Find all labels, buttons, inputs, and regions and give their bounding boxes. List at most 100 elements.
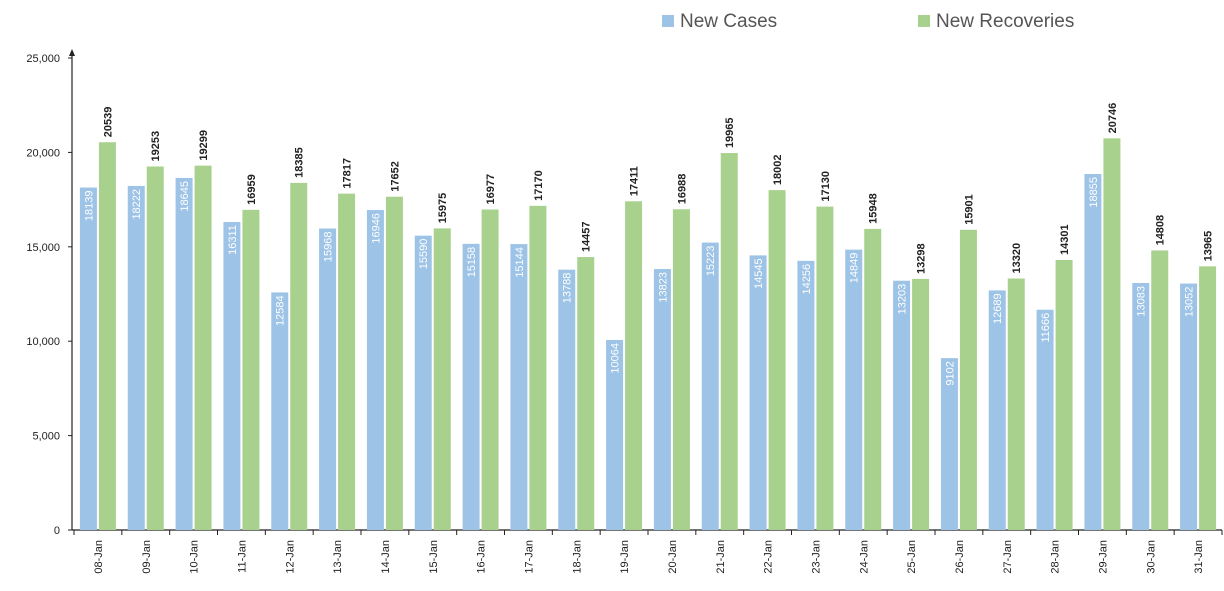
data-label: 16946	[370, 213, 382, 244]
x-tick-label: 12-Jan	[284, 540, 296, 574]
bar	[1055, 259, 1073, 530]
data-label: 16959	[246, 174, 258, 205]
data-label: 18139	[83, 191, 95, 222]
x-tick-label: 10-Jan	[189, 540, 201, 574]
bar	[749, 255, 767, 531]
data-label: 15158	[466, 247, 478, 278]
legend-swatch	[662, 15, 674, 27]
bar	[127, 185, 145, 531]
x-tick-label: 23-Jan	[810, 540, 822, 574]
x-tick-label: 20-Jan	[667, 540, 679, 574]
x-tick-label: 08-Jan	[93, 540, 105, 574]
data-label: 20539	[102, 107, 114, 138]
bar	[1180, 283, 1198, 530]
bar	[912, 278, 930, 530]
data-label: 14808	[1155, 215, 1167, 246]
data-label: 19965	[724, 117, 736, 148]
legend-label: New Cases	[680, 11, 777, 32]
bar	[1084, 174, 1102, 531]
bar	[720, 153, 738, 531]
data-label: 18855	[1088, 177, 1100, 208]
bar	[175, 177, 193, 530]
bar	[146, 166, 164, 530]
x-tick-label: 31-Jan	[1193, 540, 1205, 574]
bar	[864, 228, 882, 530]
bar	[271, 292, 289, 530]
data-label: 19299	[198, 130, 210, 161]
x-tick-label: 21-Jan	[715, 540, 727, 574]
data-label: 18385	[294, 147, 306, 178]
bar	[959, 229, 977, 530]
bar	[433, 228, 451, 530]
bar	[893, 280, 911, 530]
y-tick-label: 15,000	[26, 242, 60, 254]
bar	[223, 222, 241, 530]
bar	[558, 269, 576, 530]
y-tick-label: 20,000	[26, 147, 60, 159]
x-tick-label: 13-Jan	[332, 540, 344, 574]
data-label: 13823	[657, 272, 669, 303]
data-label: 13083	[1136, 286, 1148, 317]
x-tick-label: 16-Jan	[476, 540, 488, 574]
data-label: 17411	[629, 166, 641, 196]
bar	[1151, 250, 1169, 530]
bar	[1007, 278, 1025, 530]
bar	[625, 201, 643, 530]
data-label: 12689	[992, 293, 1004, 324]
bar	[510, 244, 528, 530]
bar	[577, 257, 595, 530]
bar	[290, 182, 308, 530]
data-label: 18002	[772, 155, 784, 186]
bar	[701, 242, 719, 530]
x-tick-label: 18-Jan	[571, 540, 583, 574]
bar	[319, 228, 337, 530]
bar	[606, 339, 624, 530]
bar	[338, 193, 356, 530]
data-label: 15901	[963, 194, 975, 225]
data-label: 13052	[1184, 287, 1196, 318]
data-label: 13788	[562, 273, 574, 304]
bar	[1036, 309, 1054, 530]
data-label: 15223	[705, 246, 717, 277]
data-label: 18645	[179, 181, 191, 212]
data-label: 15144	[514, 247, 526, 278]
data-label: 17652	[389, 161, 401, 192]
bar	[414, 235, 432, 530]
bar	[481, 209, 499, 530]
x-tick-label: 29-Jan	[1097, 540, 1109, 574]
bar	[988, 290, 1006, 530]
x-tick-label: 24-Jan	[858, 540, 870, 574]
y-tick-label: 25,000	[26, 53, 60, 65]
bar	[653, 269, 671, 530]
data-label: 19253	[150, 131, 162, 162]
data-label: 16988	[676, 174, 688, 205]
bar	[768, 190, 786, 530]
data-label: 10064	[610, 343, 622, 374]
data-label: 9102	[944, 361, 956, 385]
x-tick-label: 22-Jan	[763, 540, 775, 574]
data-label: 15948	[868, 193, 880, 224]
data-label: 17817	[342, 158, 354, 189]
data-label: 14849	[849, 253, 861, 284]
y-tick-label: 0	[54, 525, 60, 537]
data-label: 15975	[437, 193, 449, 224]
legend-label: New Recoveries	[936, 11, 1074, 32]
bar	[242, 209, 260, 530]
bar	[845, 249, 863, 530]
x-tick-label: 26-Jan	[954, 540, 966, 574]
data-label: 14256	[801, 264, 813, 295]
data-label: 15590	[418, 239, 430, 270]
y-tick-label: 5,000	[32, 431, 60, 443]
x-tick-label: 27-Jan	[1002, 540, 1014, 574]
bar	[1103, 138, 1121, 530]
bar	[940, 358, 958, 530]
bar	[385, 196, 403, 531]
bar	[79, 187, 97, 530]
data-label: 13298	[916, 243, 928, 274]
bar	[1199, 266, 1217, 530]
x-tick-label: 17-Jan	[523, 540, 535, 574]
bar	[797, 260, 815, 530]
bar	[529, 205, 547, 531]
legend-swatch	[918, 15, 930, 27]
